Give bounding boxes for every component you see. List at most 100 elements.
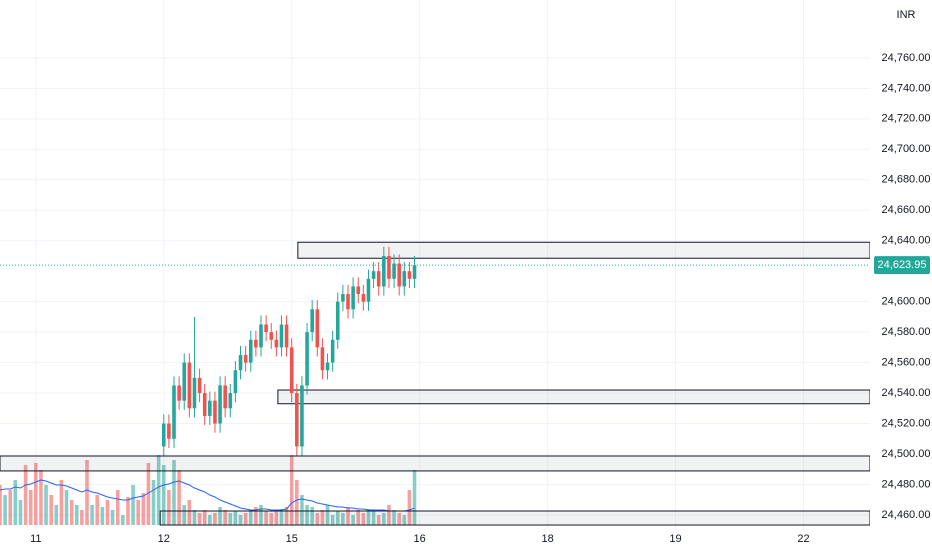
y-tick-label: 24,500.00	[882, 448, 931, 460]
volume-bar	[172, 460, 176, 525]
volume-bar	[49, 495, 53, 525]
volume-bar	[259, 505, 263, 525]
x-tick-label: 16	[414, 533, 426, 545]
candle-body	[325, 362, 330, 371]
currency-label: INR	[897, 9, 916, 21]
candle-body	[289, 347, 294, 394]
candle-body	[259, 324, 263, 348]
volume-bar	[74, 505, 79, 525]
volume-bar	[161, 465, 166, 525]
candle-body	[320, 347, 325, 371]
volume-bar	[90, 505, 94, 525]
volume-bar	[95, 495, 100, 525]
volume-bar	[115, 490, 120, 525]
volume-bar	[351, 515, 355, 525]
volume-bar	[269, 513, 274, 525]
volume-bar	[274, 510, 279, 525]
volume-bar	[156, 455, 161, 525]
candle-body	[412, 265, 417, 279]
volume-bar	[110, 510, 115, 525]
volume-bar	[361, 513, 366, 525]
volume-bar	[105, 500, 110, 525]
candle-body	[295, 393, 299, 447]
x-tick-label: 12	[158, 533, 170, 545]
candle-body	[208, 400, 212, 416]
candle-body	[382, 255, 386, 287]
candle-body	[228, 393, 233, 409]
candle-body	[371, 271, 376, 279]
zone-box	[297, 241, 870, 259]
candle-body	[213, 400, 217, 424]
candle-body	[366, 278, 371, 302]
candle-body	[254, 339, 258, 348]
candle-body	[233, 370, 238, 394]
candle-body	[407, 271, 412, 279]
volume-bar	[412, 470, 417, 525]
volume-bar	[13, 480, 18, 525]
volume-bar	[44, 485, 48, 525]
candle-body	[310, 309, 314, 333]
volume-bar	[141, 493, 146, 525]
volume-bar	[295, 480, 299, 525]
volume-bar	[218, 507, 222, 525]
candle-body	[274, 339, 279, 348]
candle-body	[218, 385, 222, 424]
volume-bar	[197, 513, 202, 525]
volume-bar	[341, 513, 345, 525]
candle-body	[402, 271, 407, 287]
volume-bar	[8, 490, 13, 525]
volume-bar	[146, 463, 151, 525]
volume-bar	[243, 513, 248, 525]
volume-bar	[248, 510, 253, 525]
volume-bar	[402, 515, 407, 525]
candle-body	[243, 354, 248, 363]
candle-body	[392, 263, 396, 279]
volume-bar	[39, 470, 43, 525]
volume-bar	[238, 515, 243, 525]
candle-body	[305, 332, 309, 386]
y-tick-label: 24,540.00	[882, 387, 931, 399]
candle-body	[351, 286, 355, 310]
volume-bar	[187, 500, 192, 525]
candle-body	[284, 324, 289, 348]
volume-bar	[397, 513, 401, 525]
y-tick-label: 24,760.00	[882, 52, 931, 64]
x-tick-label: 11	[30, 533, 41, 545]
y-tick-label: 24,660.00	[882, 204, 931, 216]
y-tick-label: 24,700.00	[882, 143, 931, 155]
candle-body	[330, 339, 335, 363]
volume-bar	[346, 507, 350, 525]
volume-bar	[366, 509, 371, 525]
volume-bar	[356, 510, 361, 525]
volume-bar	[28, 490, 33, 525]
candle-body	[376, 271, 381, 287]
y-tick-label: 24,740.00	[882, 82, 931, 94]
volume-bar	[136, 500, 140, 525]
volume-bar	[325, 505, 330, 525]
volume-bar	[300, 495, 304, 525]
x-tick-label: 19	[669, 533, 681, 545]
volume-bar	[23, 465, 28, 525]
candle-body	[167, 423, 171, 439]
last-price-label: 24,623.95	[878, 259, 927, 271]
volume-bar	[208, 515, 212, 525]
zone-box	[277, 389, 870, 405]
volume-bar	[3, 495, 7, 525]
candle-body	[161, 423, 166, 447]
y-tick-label: 24,560.00	[882, 357, 931, 369]
candle-body	[187, 362, 192, 409]
candle-body	[223, 385, 227, 409]
volume-bar	[131, 485, 135, 525]
candle-body	[387, 255, 391, 279]
volume-bar	[264, 511, 268, 525]
volume-bar	[330, 515, 335, 525]
candle-body	[264, 324, 268, 333]
volume-bar	[182, 505, 187, 525]
volume-bar	[315, 513, 320, 525]
volume-bar	[382, 513, 386, 525]
candle-body	[192, 377, 197, 409]
volume-bar	[192, 510, 197, 525]
candle-body	[202, 393, 207, 416]
volume-bar	[126, 497, 130, 525]
